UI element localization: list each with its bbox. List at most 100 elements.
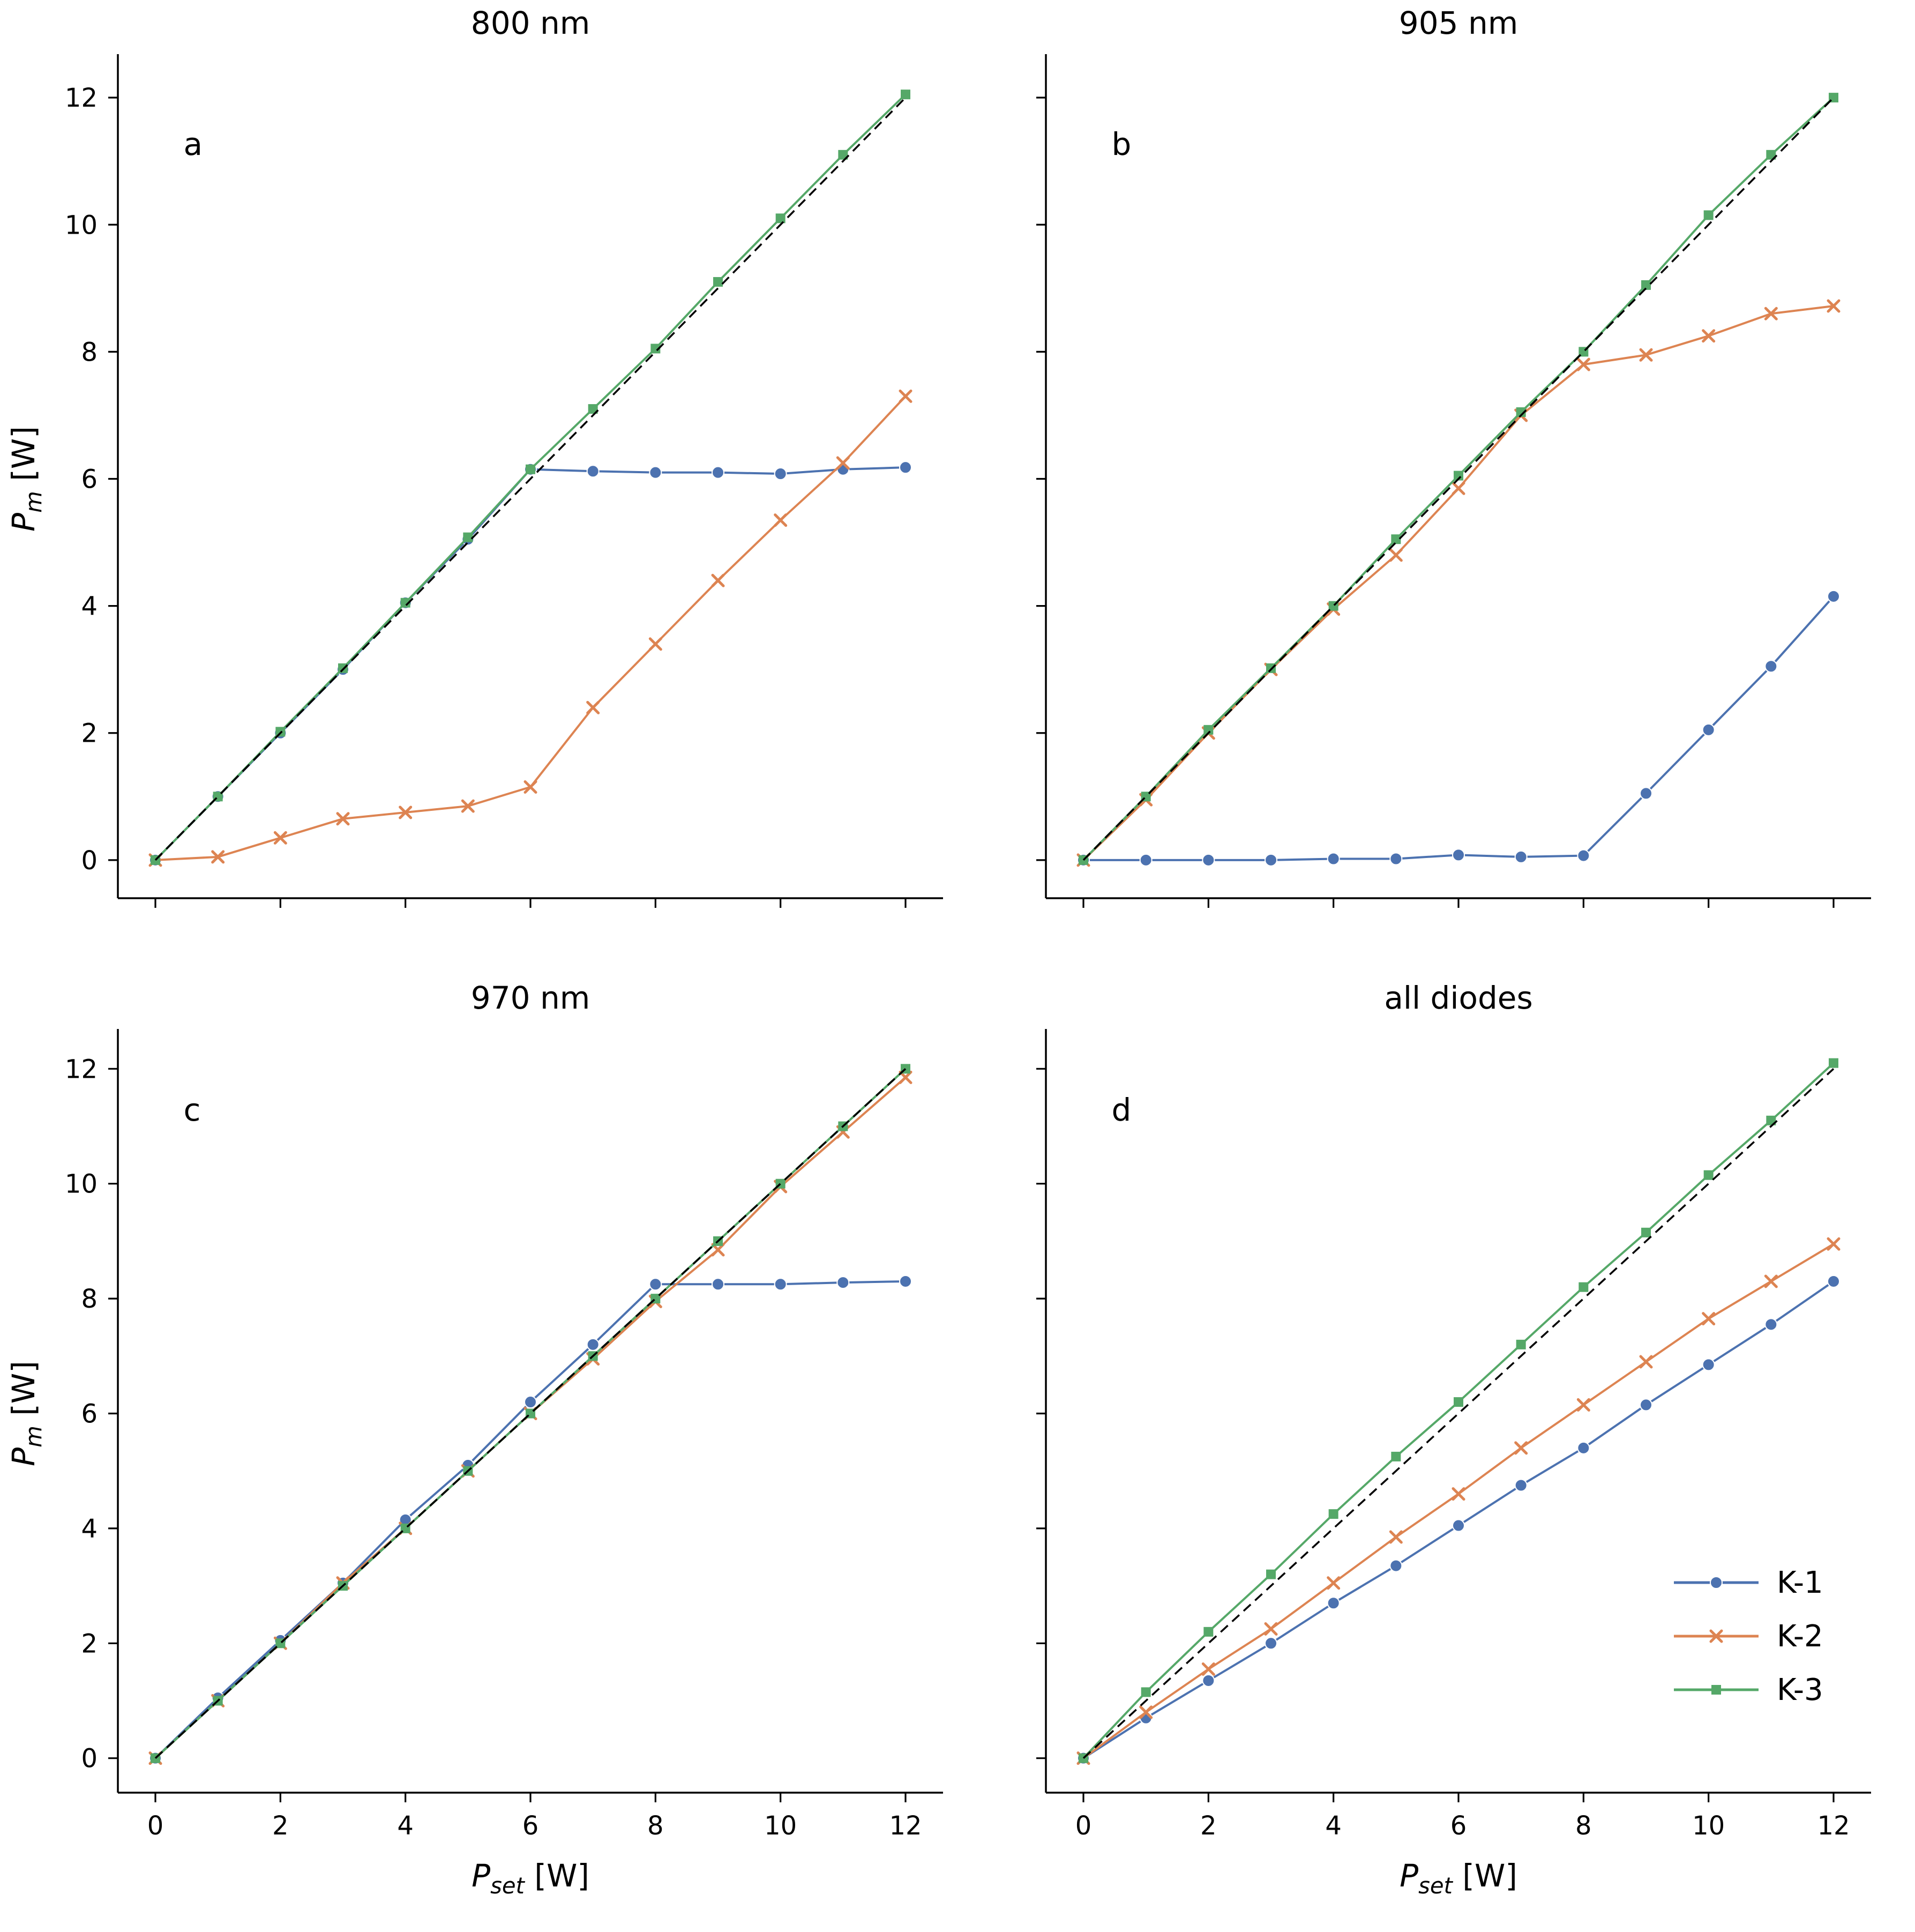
x-marker-icon — [1201, 1662, 1215, 1676]
x-marker-icon — [1139, 1705, 1153, 1719]
circle-marker-icon — [836, 1276, 850, 1289]
square-marker-icon — [1391, 534, 1401, 544]
panel-title: 800 nm — [471, 5, 590, 41]
x-marker-icon — [1639, 348, 1653, 362]
square-marker-icon — [1829, 1058, 1838, 1068]
circle-marker-icon — [836, 463, 850, 476]
x-marker-icon — [1764, 1274, 1778, 1288]
tick-labels: 0 2 4 6 8 10 12 — [1075, 1811, 1850, 1841]
x-marker-icon — [1452, 481, 1465, 495]
svg-text:6: 6 — [81, 1399, 98, 1429]
panel-905nm: 905 nm b — [958, 0, 1915, 966]
svg-text:10: 10 — [65, 210, 98, 240]
x-marker-icon — [211, 850, 225, 864]
legend-label-K-1: K-1 — [1777, 1565, 1823, 1600]
identity-line — [1082, 1068, 1835, 1759]
x-marker-icon — [711, 1243, 725, 1257]
square-marker-icon — [1141, 1687, 1151, 1697]
square-marker-icon — [1516, 1339, 1526, 1349]
svg-text:12: 12 — [889, 1811, 922, 1841]
square-marker-icon — [1516, 407, 1526, 417]
svg-text:6: 6 — [81, 465, 98, 495]
x-marker-icon — [273, 831, 287, 845]
circle-marker-icon — [1702, 723, 1715, 736]
square-marker-icon — [1703, 210, 1714, 220]
legend-entry-K-3: K-3 — [1674, 1673, 1823, 1707]
x-marker-icon — [1452, 1487, 1465, 1501]
x-marker-icon — [1389, 1530, 1403, 1544]
panel-letter: a — [184, 126, 203, 162]
circle-marker-icon — [1327, 852, 1340, 866]
svg-text:8: 8 — [647, 1811, 664, 1841]
series-line-K-2 — [1082, 1243, 1835, 1759]
series-markers-K-2 — [1076, 299, 1841, 867]
square-marker-icon — [838, 150, 848, 160]
circle-marker-icon — [586, 1338, 600, 1351]
x-marker-icon — [1639, 1355, 1653, 1369]
axis-ticks — [108, 96, 907, 908]
series-line-K-1 — [154, 466, 907, 861]
svg-text:12: 12 — [65, 1054, 98, 1084]
legend-label-K-3: K-3 — [1777, 1673, 1823, 1707]
square-marker-icon — [400, 598, 410, 608]
x-marker-icon — [648, 637, 662, 651]
svg-text:2: 2 — [81, 1629, 98, 1659]
circle-marker-icon — [1389, 852, 1403, 866]
circle-marker-icon — [1702, 1358, 1715, 1371]
panel-title: all diodes — [1384, 980, 1532, 1016]
x-marker-icon — [774, 513, 788, 527]
series-line-K-1 — [1082, 595, 1835, 861]
svg-text:8: 8 — [81, 1284, 98, 1314]
square-marker-icon — [1454, 1397, 1463, 1407]
circle-marker-icon — [899, 461, 912, 474]
circle-marker-icon — [649, 466, 662, 479]
square-marker-icon — [1266, 1569, 1276, 1579]
x-axis-label: Pset [W] — [1400, 1858, 1517, 1899]
x-marker-icon — [1827, 1237, 1841, 1251]
x-marker-icon — [1389, 548, 1403, 562]
legend-entry-K-1: K-1 — [1674, 1565, 1823, 1600]
x-marker-icon — [399, 805, 413, 819]
circle-marker-icon — [899, 1274, 912, 1288]
square-marker-icon — [1454, 471, 1463, 481]
x-marker-icon — [586, 700, 600, 714]
svg-text:2: 2 — [1200, 1811, 1217, 1841]
x-marker-icon — [523, 780, 537, 794]
plot-c: 970 nm 0 2 4 6 8 10 12 0 2 4 6 8 10 12 Pset [W] Pm [W] c — [5, 980, 943, 1899]
x-marker-icon — [461, 799, 475, 813]
x-marker-icon — [1327, 1576, 1341, 1590]
circle-marker-icon — [774, 467, 787, 481]
identity-line — [154, 96, 907, 861]
svg-text:0: 0 — [81, 846, 98, 876]
circle-marker-icon — [524, 1396, 537, 1409]
circle-marker-icon — [649, 1278, 662, 1291]
square-marker-icon — [1203, 725, 1214, 735]
legend-marker-K-1 — [1710, 1576, 1723, 1589]
circle-marker-icon — [1389, 1559, 1403, 1572]
axis-ticks — [1036, 96, 1835, 908]
panel-title: 905 nm — [1399, 5, 1518, 41]
circle-marker-icon — [1452, 848, 1465, 862]
circle-marker-icon — [1827, 590, 1840, 603]
square-marker-icon — [713, 277, 723, 287]
square-marker-icon — [1203, 1627, 1214, 1637]
circle-marker-icon — [1577, 1441, 1590, 1454]
x-marker-icon — [836, 456, 850, 470]
x-marker-icon — [1576, 357, 1590, 371]
x-marker-icon — [1702, 1312, 1716, 1326]
circle-marker-icon — [712, 466, 724, 479]
circle-marker-icon — [1764, 660, 1778, 673]
x-marker-icon — [1827, 299, 1841, 313]
square-marker-icon — [775, 213, 786, 223]
tick-labels: 0 2 4 6 8 10 12 — [65, 83, 98, 876]
svg-text:0: 0 — [147, 1811, 164, 1841]
circle-marker-icon — [1202, 853, 1215, 867]
svg-text:8: 8 — [81, 337, 98, 367]
square-marker-icon — [1328, 1509, 1338, 1519]
circle-marker-icon — [1514, 1479, 1528, 1492]
svg-text:12: 12 — [1817, 1811, 1850, 1841]
series-line-K-2 — [1082, 305, 1835, 861]
plot-a: 800 nm 0 2 4 6 8 10 12 Pm [W] a — [5, 5, 943, 908]
axis-ticks — [1036, 1068, 1835, 1802]
